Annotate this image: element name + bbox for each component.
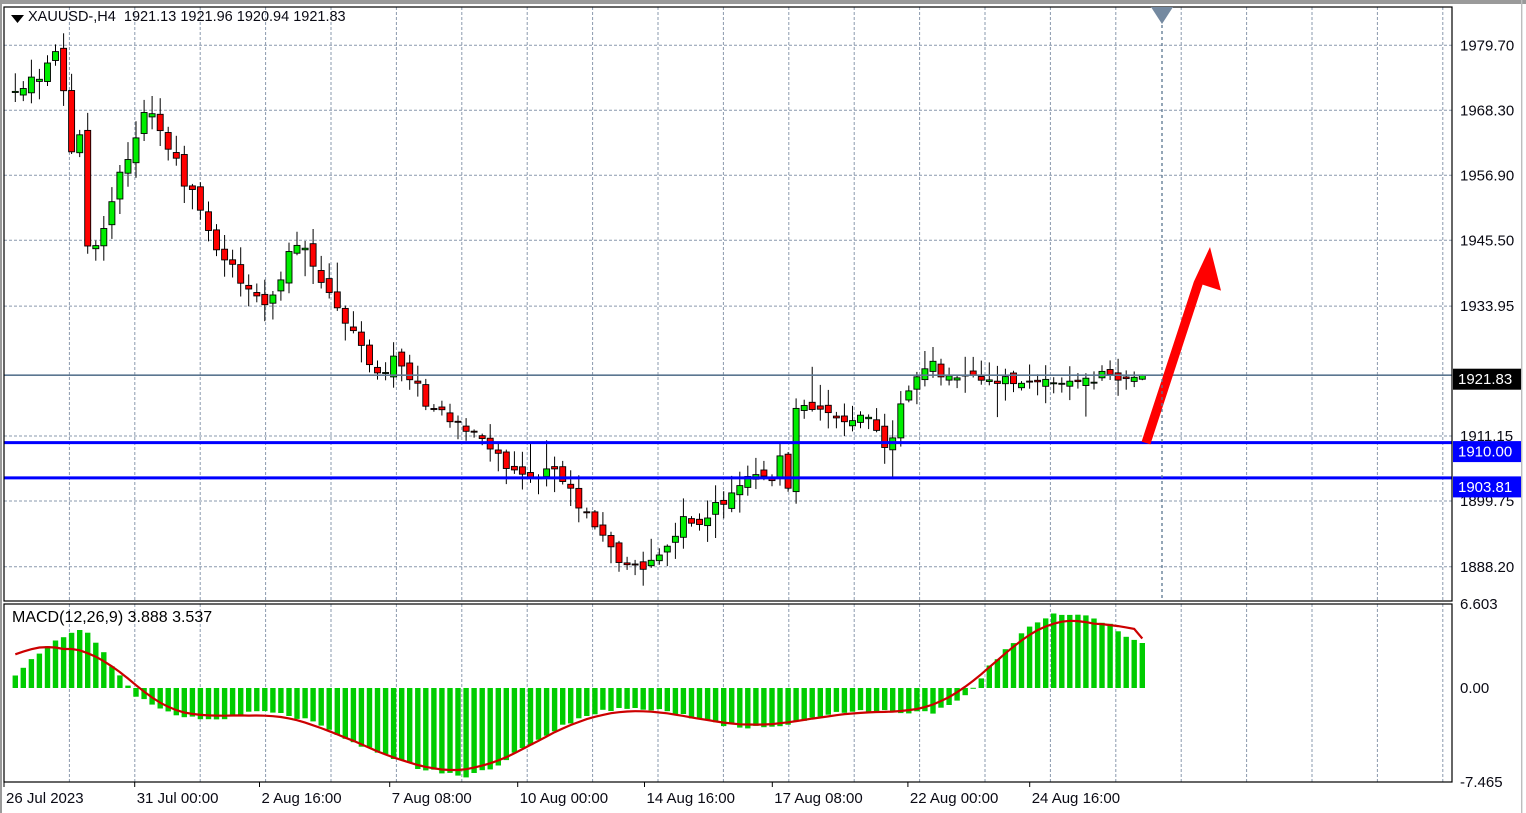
svg-text:1968.30: 1968.30 xyxy=(1460,102,1514,119)
svg-text:2 Aug 16:00: 2 Aug 16:00 xyxy=(262,790,342,807)
svg-text:31 Jul 00:00: 31 Jul 00:00 xyxy=(137,790,219,807)
svg-text:24 Aug 16:00: 24 Aug 16:00 xyxy=(1032,790,1120,807)
svg-text:1921.83: 1921.83 xyxy=(1458,371,1512,388)
svg-text:17 Aug 08:00: 17 Aug 08:00 xyxy=(774,790,862,807)
svg-text:XAUUSD-,H4 1921.13 1921.96 19: XAUUSD-,H4 1921.13 1921.96 1920.94 1921.… xyxy=(28,9,346,25)
svg-text:1979.70: 1979.70 xyxy=(1460,37,1514,54)
svg-text:MACD(12,26,9) 3.888 3.537: MACD(12,26,9) 3.888 3.537 xyxy=(12,609,212,626)
svg-text:1910.00: 1910.00 xyxy=(1458,444,1512,461)
svg-text:7 Aug 08:00: 7 Aug 08:00 xyxy=(392,790,472,807)
svg-text:1945.50: 1945.50 xyxy=(1460,232,1514,249)
svg-text:1956.90: 1956.90 xyxy=(1460,167,1514,184)
svg-text:10 Aug 00:00: 10 Aug 00:00 xyxy=(520,790,608,807)
svg-text:26 Jul 2023: 26 Jul 2023 xyxy=(6,790,84,807)
svg-text:14 Aug 16:00: 14 Aug 16:00 xyxy=(647,790,735,807)
svg-text:0.00: 0.00 xyxy=(1460,680,1489,697)
svg-text:1933.95: 1933.95 xyxy=(1460,298,1514,315)
svg-text:1903.81: 1903.81 xyxy=(1458,479,1512,496)
svg-text:1888.20: 1888.20 xyxy=(1460,559,1514,576)
svg-text:22 Aug 00:00: 22 Aug 00:00 xyxy=(910,790,998,807)
svg-text:6.603: 6.603 xyxy=(1460,596,1498,613)
svg-text:-7.465: -7.465 xyxy=(1460,774,1503,791)
